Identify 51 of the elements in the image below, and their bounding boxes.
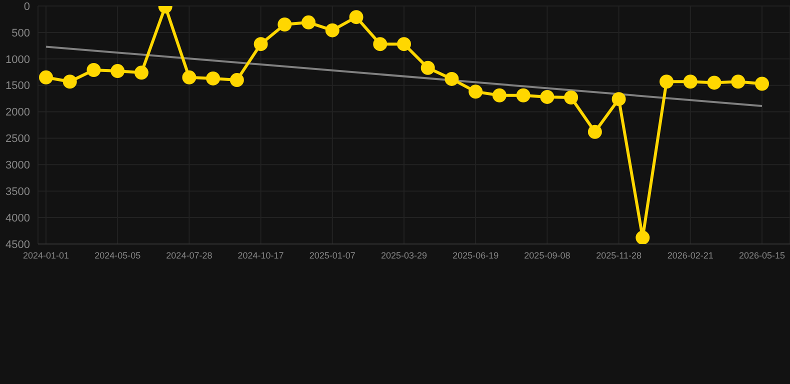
point: [731, 74, 746, 89]
x-tick-label: 2025-01-07: [309, 250, 356, 260]
point: [182, 70, 196, 84]
y-tick-label: 3500: [6, 186, 30, 198]
point: [707, 76, 722, 90]
y-tick-label: 500: [12, 27, 30, 40]
point: [492, 88, 506, 102]
point: [588, 124, 602, 139]
y-tick-label: 1000: [6, 54, 30, 66]
point: [373, 37, 388, 52]
y-tick-label: 3000: [6, 160, 30, 172]
x-tick-label: 2025-11-28: [596, 250, 642, 260]
point: [325, 23, 340, 38]
point: [349, 10, 364, 24]
point: [420, 60, 435, 75]
x-tick-label: 2024-10-17: [238, 250, 284, 260]
point: [444, 72, 459, 86]
x-tick-label: 2024-07-28: [166, 250, 212, 260]
point: [612, 92, 626, 106]
point: [564, 90, 578, 104]
point: [397, 37, 411, 52]
x-tick-label: 2025-09-08: [524, 250, 570, 260]
x-tick-label: 2024-05-05: [94, 250, 141, 260]
y-tick-label: 0: [24, 0, 30, 13]
x-tick-label: 2026-02-21: [667, 250, 714, 260]
point: [206, 71, 220, 86]
x-tick-label: 2025-03-29: [380, 250, 428, 260]
point: [62, 74, 77, 89]
point: [660, 74, 674, 89]
point: [134, 66, 148, 80]
y-tick-label: 2000: [6, 106, 30, 119]
point: [468, 84, 483, 99]
point: [540, 90, 554, 104]
x-tick-label: 2026-05-15: [738, 250, 786, 260]
point: [230, 73, 244, 88]
point: [755, 76, 769, 91]
point: [39, 70, 53, 84]
point: [302, 15, 316, 30]
point: [278, 18, 292, 32]
x-tick-label: 2024-01-01: [22, 250, 70, 260]
point: [636, 230, 650, 244]
y-tick-label: 1500: [6, 80, 30, 92]
point: [86, 62, 101, 77]
point: [683, 74, 698, 89]
y-tick-label: 2500: [6, 133, 30, 146]
point: [516, 88, 530, 102]
point: [110, 64, 125, 78]
x-tick-label: 2025-06-19: [452, 250, 499, 260]
y-tick-label: 4000: [6, 212, 30, 224]
point: [254, 37, 268, 52]
y-tick-label: 4500: [6, 238, 30, 251]
